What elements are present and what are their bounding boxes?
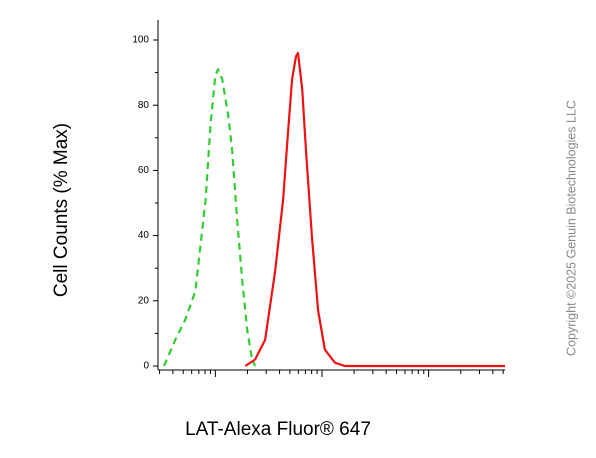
y-tick-label: 100 [132, 35, 149, 46]
x-axis-label: LAT-Alexa Fluor® 647 [185, 419, 371, 440]
series-line [244, 51, 505, 368]
y-tick-label: 60 [138, 165, 150, 176]
y-tick-label: 20 [138, 295, 150, 306]
y-tick-label: 80 [138, 100, 150, 111]
y-axis-label: Cell Counts (% Max) [51, 123, 72, 297]
series-line [162, 68, 257, 367]
watermark: Copyright ©2025 Genuin Biotechnologies L… [564, 100, 578, 356]
y-tick-label: 40 [138, 230, 150, 241]
y-tick-label: 0 [143, 361, 149, 372]
